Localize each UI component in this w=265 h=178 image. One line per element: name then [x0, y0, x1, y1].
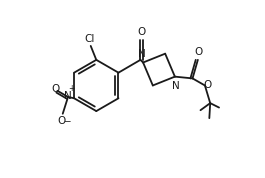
- Text: O: O: [138, 27, 146, 37]
- Text: N: N: [64, 91, 72, 101]
- Text: O: O: [204, 80, 212, 90]
- Text: N: N: [172, 80, 180, 91]
- Text: N: N: [138, 49, 146, 59]
- Text: −: −: [63, 116, 70, 125]
- Text: O: O: [195, 47, 203, 57]
- Text: O: O: [51, 84, 59, 94]
- Text: +: +: [68, 84, 74, 93]
- Text: Cl: Cl: [85, 34, 95, 44]
- Text: O: O: [57, 116, 65, 126]
